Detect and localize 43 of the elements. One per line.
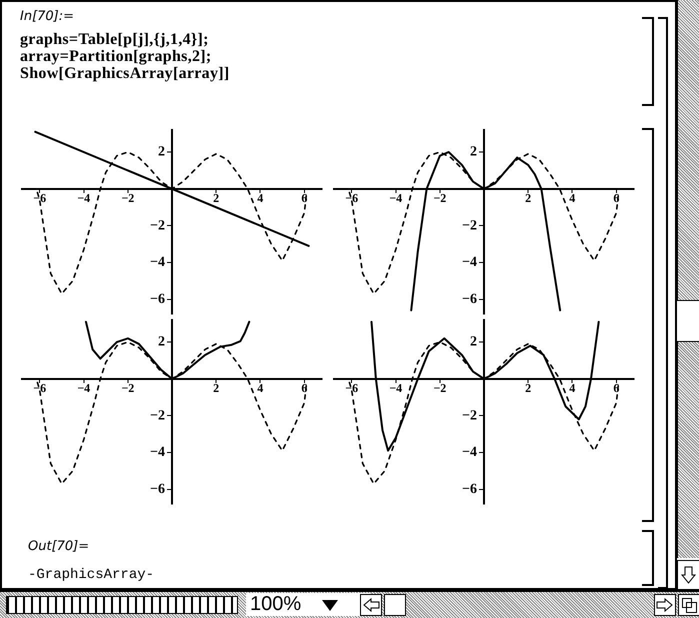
- y-tick-label: 2: [158, 334, 165, 350]
- y-tick-label: −2: [462, 408, 477, 424]
- x-tick-label: 4: [257, 191, 264, 206]
- text: Show[GraphicsArray[array]]: [20, 65, 230, 82]
- text: In[70]:=: [20, 8, 76, 25]
- x-tick-label: 2: [525, 381, 532, 396]
- x-tick-label: 4: [569, 191, 576, 206]
- x-tick-label: −4: [389, 191, 402, 206]
- y-tick-label: −6: [462, 292, 477, 307]
- x-tick-label: −6: [345, 381, 358, 396]
- x-tick-label: −4: [77, 191, 90, 206]
- y-tick-label: −2: [150, 218, 165, 234]
- y-tick-label: −6: [150, 482, 165, 497]
- y-tick-label: 2: [158, 144, 165, 160]
- y-tick-label: −4: [150, 445, 165, 460]
- y-tick-label: −4: [462, 445, 477, 460]
- x-tick-label: 4: [257, 381, 264, 396]
- x-tick-label: 2: [213, 381, 220, 396]
- x-tick-label: −6: [33, 191, 46, 206]
- x-tick-label: −6: [345, 191, 358, 206]
- x-tick-label: −2: [433, 191, 446, 206]
- y-tick-label: −6: [150, 292, 165, 307]
- y-tick-label: −4: [150, 255, 165, 270]
- y-tick-label: −6: [462, 482, 477, 497]
- text: array=Partition[graphs,2];: [20, 48, 213, 65]
- text: -GraphicsArray-: [28, 567, 154, 584]
- y-tick-label: −2: [462, 218, 477, 234]
- text: Out[70]=: [28, 538, 90, 555]
- text: 100%: [250, 593, 302, 616]
- y-tick-label: −4: [462, 255, 477, 270]
- x-tick-label: −2: [121, 381, 134, 396]
- y-tick-label: 2: [470, 334, 477, 350]
- x-tick-label: −4: [77, 381, 90, 396]
- y-tick-label: −2: [150, 408, 165, 424]
- text: graphs=Table[p[j],{j,1,4}];: [20, 31, 210, 48]
- x-tick-label: 2: [525, 191, 532, 206]
- x-tick-label: 4: [569, 381, 576, 396]
- x-tick-label: −4: [389, 381, 402, 396]
- x-tick-label: −2: [433, 381, 446, 396]
- x-tick-label: −2: [121, 191, 134, 206]
- x-tick-label: 2: [213, 191, 220, 206]
- x-tick-label: −6: [33, 381, 46, 396]
- y-tick-label: 2: [470, 144, 477, 160]
